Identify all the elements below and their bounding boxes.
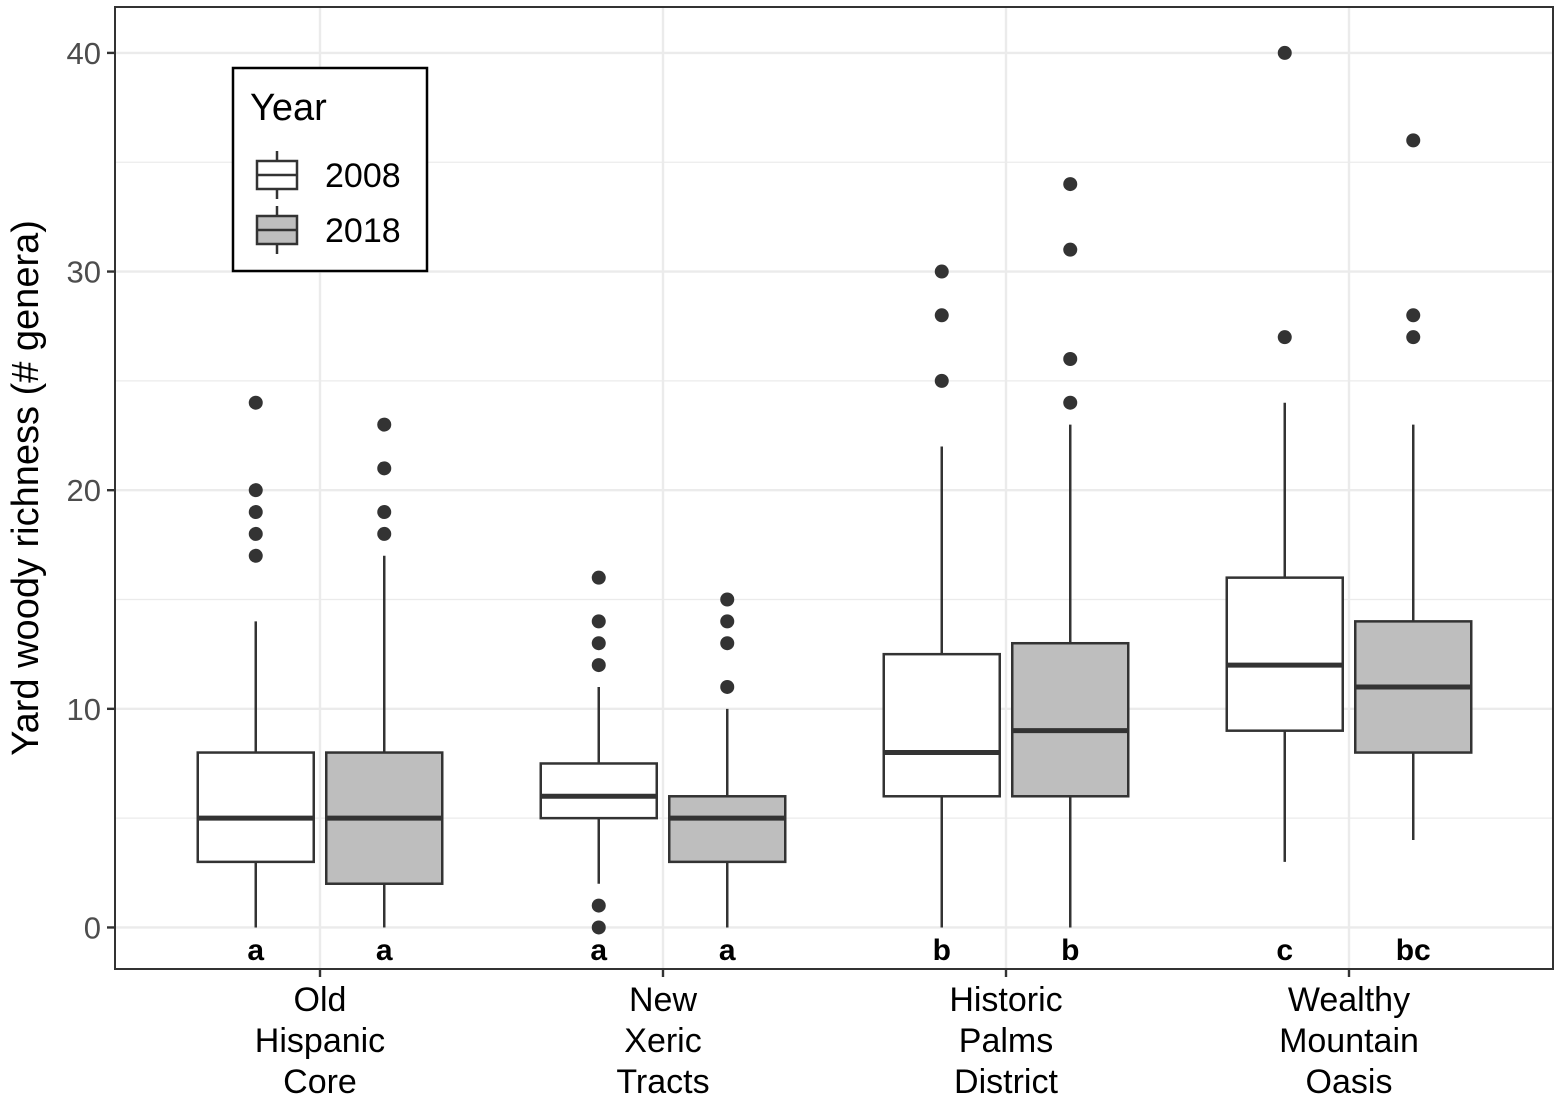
- box-2008-3: c: [1225, 45, 1344, 967]
- box-iqr: [539, 762, 658, 820]
- legend-entry-2008: 2008: [255, 151, 401, 199]
- outlier-point: [591, 898, 606, 913]
- box-iqr: [1011, 641, 1130, 798]
- outlier-point: [248, 526, 263, 541]
- outlier-point: [934, 373, 949, 388]
- x-tick-label: Mountain: [1279, 1022, 1419, 1060]
- outlier-point: [934, 308, 949, 323]
- outlier-point: [1277, 45, 1292, 60]
- outlier-point: [720, 636, 735, 651]
- legend: Year 2008 2018: [231, 66, 429, 273]
- boxes: a a b ca a b bc: [196, 45, 1473, 967]
- x-tick-label: Hispanic: [255, 1022, 385, 1060]
- x-tick-label: Tracts: [616, 1063, 709, 1101]
- y-tick-label: 20: [67, 473, 101, 508]
- outlier-point: [248, 483, 263, 498]
- box-2008-0: a: [196, 395, 315, 967]
- legend-entry-label: 2008: [325, 157, 401, 195]
- outlier-point: [248, 395, 263, 410]
- legend-title: Year: [250, 87, 327, 129]
- outlier-point: [377, 526, 392, 541]
- outlier-point: [1063, 242, 1078, 257]
- significance-letter: c: [1276, 934, 1293, 967]
- y-tick-label: 10: [67, 692, 101, 727]
- y-tick-label: 0: [84, 910, 101, 945]
- outlier-point: [591, 920, 606, 935]
- box-2018-2: b: [1011, 177, 1130, 967]
- outlier-point: [591, 570, 606, 585]
- significance-letter: bc: [1396, 934, 1431, 967]
- outlier-point: [934, 264, 949, 279]
- panel-border: [114, 6, 1554, 970]
- box-2018-3: bc: [1354, 133, 1473, 967]
- outlier-point: [591, 636, 606, 651]
- outlier-point: [1406, 308, 1421, 323]
- box-2018-1: a: [668, 592, 787, 967]
- y-tick-label: 30: [67, 255, 101, 290]
- x-tick-label: District: [954, 1063, 1058, 1101]
- box-iqr: [668, 795, 787, 864]
- x-tick-label: Wealthy: [1288, 981, 1410, 1019]
- box-2008-2: b: [882, 264, 1001, 967]
- x-tick-label: Oasis: [1306, 1063, 1393, 1101]
- outlier-point: [720, 679, 735, 694]
- box-iqr: [1225, 576, 1344, 732]
- outlier-point: [1063, 352, 1078, 367]
- significance-letter: b: [933, 934, 951, 967]
- grid-lines: [115, 7, 1553, 969]
- outlier-point: [1063, 395, 1078, 410]
- box-2008-1: a: [539, 570, 658, 967]
- significance-letter: a: [247, 934, 264, 967]
- box-iqr: [196, 751, 315, 864]
- box-2018-0: a: [325, 417, 444, 967]
- outlier-point: [377, 505, 392, 520]
- outlier-point: [248, 505, 263, 520]
- x-tick-label: Old: [294, 981, 347, 1019]
- outlier-point: [591, 614, 606, 629]
- outlier-point: [1406, 330, 1421, 345]
- x-tick-label: Palms: [959, 1022, 1053, 1060]
- outlier-point: [377, 417, 392, 432]
- x-tick-label: New: [629, 981, 697, 1019]
- outlier-point: [1406, 133, 1421, 148]
- outlier-point: [591, 658, 606, 673]
- outlier-point: [720, 592, 735, 607]
- significance-letter: b: [1061, 934, 1079, 967]
- outlier-point: [720, 614, 735, 629]
- outlier-point: [248, 548, 263, 563]
- y-axis-title: Yard woody richness (# genera): [5, 220, 47, 756]
- outlier-point: [1063, 177, 1078, 192]
- legend-entry-label: 2018: [325, 212, 401, 250]
- significance-letter: a: [376, 934, 393, 967]
- x-tick-label: Historic: [949, 981, 1062, 1019]
- legend-entry-2018: 2018: [255, 206, 401, 254]
- outlier-point: [377, 461, 392, 476]
- significance-letter: a: [719, 934, 736, 967]
- box-iqr: [882, 652, 1001, 798]
- significance-letter: a: [590, 934, 607, 967]
- x-tick-label: Xeric: [624, 1022, 701, 1060]
- x-tick-label: Core: [283, 1063, 357, 1101]
- y-tick-label: 40: [67, 36, 101, 71]
- outlier-point: [1277, 330, 1292, 345]
